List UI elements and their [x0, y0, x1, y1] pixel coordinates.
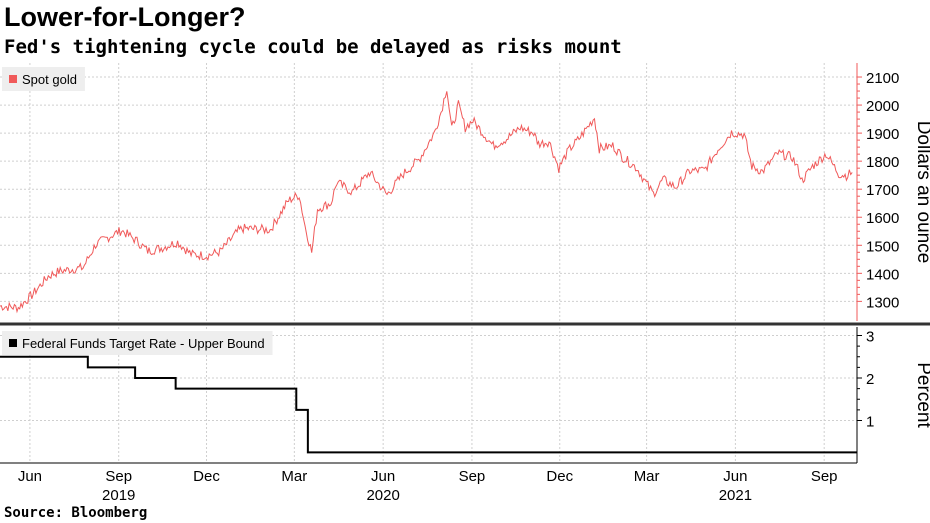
y-axis-label: Dollars an ounce: [913, 121, 930, 264]
legend-swatch: [9, 75, 17, 83]
x-tick-label: Dec: [546, 468, 573, 485]
y-tick-label: 1400: [866, 266, 899, 283]
legend-label: Spot gold: [22, 72, 77, 87]
x-tick-label: Jun: [18, 468, 42, 485]
x-tick-label: Sep: [459, 468, 486, 485]
x-year-label: 2021: [719, 487, 752, 504]
y-tick-label: 1800: [866, 154, 899, 171]
chart-title: Lower-for-Longer?: [4, 2, 246, 32]
y-tick-label: 1700: [866, 182, 899, 199]
legend-swatch: [9, 339, 17, 347]
x-tick-label: Sep: [105, 468, 132, 485]
y-tick-label: 2100: [866, 70, 899, 87]
x-tick-label: Jun: [371, 468, 395, 485]
x-tick-label: Sep: [811, 468, 838, 485]
y-tick-label: 1500: [866, 238, 899, 255]
source-note: Source: Bloomberg: [4, 505, 148, 521]
y-axis-label: Percent: [913, 362, 930, 428]
chart-subtitle: Fed's tightening cycle could be delayed …: [4, 36, 622, 58]
y-tick-label: 1300: [866, 294, 899, 311]
legend: Spot gold: [2, 67, 85, 91]
x-tick-label: Dec: [193, 468, 220, 485]
legend: Federal Funds Target Rate - Upper Bound: [2, 331, 273, 355]
y-tick-label: 3: [866, 329, 874, 346]
y-tick-label: 1600: [866, 210, 899, 227]
x-tick-label: Jun: [723, 468, 747, 485]
legend-background: [2, 331, 273, 355]
y-tick-label: 2: [866, 371, 874, 388]
y-tick-label: 2000: [866, 98, 899, 115]
x-year-label: 2019: [102, 487, 135, 504]
x-tick-label: Mar: [281, 468, 307, 485]
x-tick-label: Mar: [634, 468, 660, 485]
series-line: [0, 355, 857, 454]
legend-label: Federal Funds Target Rate - Upper Bound: [22, 336, 265, 351]
series-line: [0, 91, 853, 314]
x-year-label: 2020: [366, 487, 399, 504]
y-tick-label: 1: [866, 414, 874, 431]
y-tick-label: 1900: [866, 126, 899, 143]
